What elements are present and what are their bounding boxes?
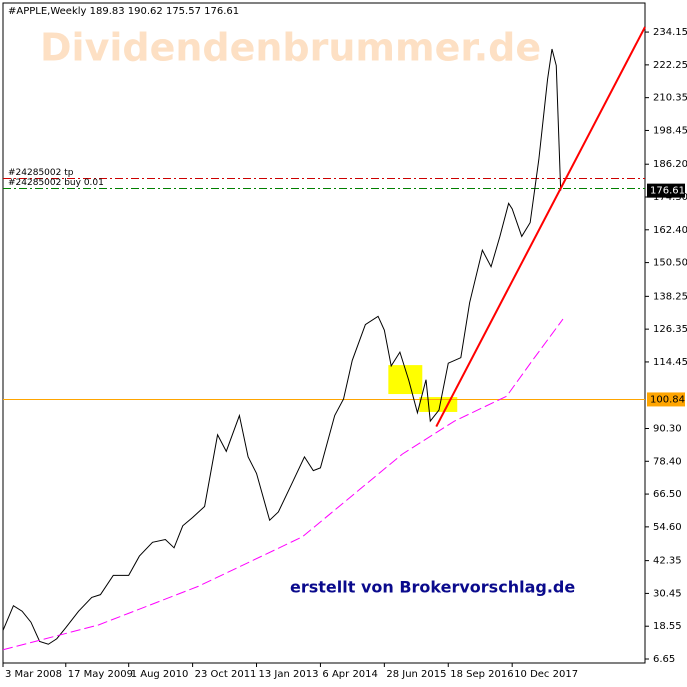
order-label: #24285002 tp bbox=[8, 168, 74, 178]
order-label: #24285002 buy 0.01 bbox=[8, 178, 104, 188]
y-tick-label: 18.55 bbox=[653, 621, 682, 632]
x-tick-label: 23 Oct 2011 bbox=[195, 669, 257, 680]
y-tick-label: 150.50 bbox=[653, 258, 687, 269]
last-price-box bbox=[647, 183, 685, 198]
y-tick-label: 114.45 bbox=[653, 357, 687, 368]
y-tick-label: 138.25 bbox=[653, 291, 687, 302]
x-tick-label: 18 Sep 2016 bbox=[450, 669, 513, 680]
x-tick-label: 13 Jan 2013 bbox=[259, 669, 319, 680]
credit: erstellt von Brokervorschlag.de bbox=[290, 578, 575, 597]
y-tick-label: 198.45 bbox=[653, 125, 687, 136]
x-tick-label: 1 Aug 2010 bbox=[131, 669, 189, 680]
x-tick-label: 6 Apr 2014 bbox=[322, 669, 377, 680]
price-line bbox=[2, 48, 562, 645]
last-price-label: 176.61 bbox=[650, 186, 685, 197]
plot-frame bbox=[2, 2, 646, 664]
y-tick-label: 6.65 bbox=[653, 654, 675, 665]
y-tick-label: 42.35 bbox=[653, 556, 682, 567]
y-tick-label: 78.40 bbox=[653, 456, 682, 467]
y-tick-label: 186.20 bbox=[653, 159, 687, 170]
y-tick-label: 234.15 bbox=[653, 27, 687, 38]
y-tick-label: 30.45 bbox=[653, 588, 682, 599]
y-tick-label: 126.35 bbox=[653, 324, 687, 335]
y-tick-label: 222.25 bbox=[653, 60, 687, 71]
trend-line bbox=[435, 26, 646, 428]
y-tick-label: 66.50 bbox=[653, 489, 682, 500]
y-tick-label: 90.30 bbox=[653, 423, 682, 434]
level-label: 100.84 bbox=[650, 394, 685, 405]
x-tick-label: 3 Mar 2008 bbox=[5, 669, 62, 680]
chart-header: #APPLE,Weekly 189.83 190.62 175.57 176.6… bbox=[8, 6, 239, 17]
x-tick-label: 10 Dec 2017 bbox=[514, 669, 578, 680]
x-tick-label: 17 May 2009 bbox=[68, 669, 133, 680]
price-line bbox=[2, 318, 564, 651]
y-tick-label: 54.60 bbox=[653, 522, 682, 533]
y-tick-label: 210.35 bbox=[653, 93, 687, 104]
x-tick-label: 28 Jun 2015 bbox=[386, 669, 446, 680]
level-box bbox=[647, 392, 685, 407]
watermark: Dividendenbrummer.de bbox=[40, 26, 541, 70]
y-tick-label: 162.40 bbox=[653, 225, 687, 236]
